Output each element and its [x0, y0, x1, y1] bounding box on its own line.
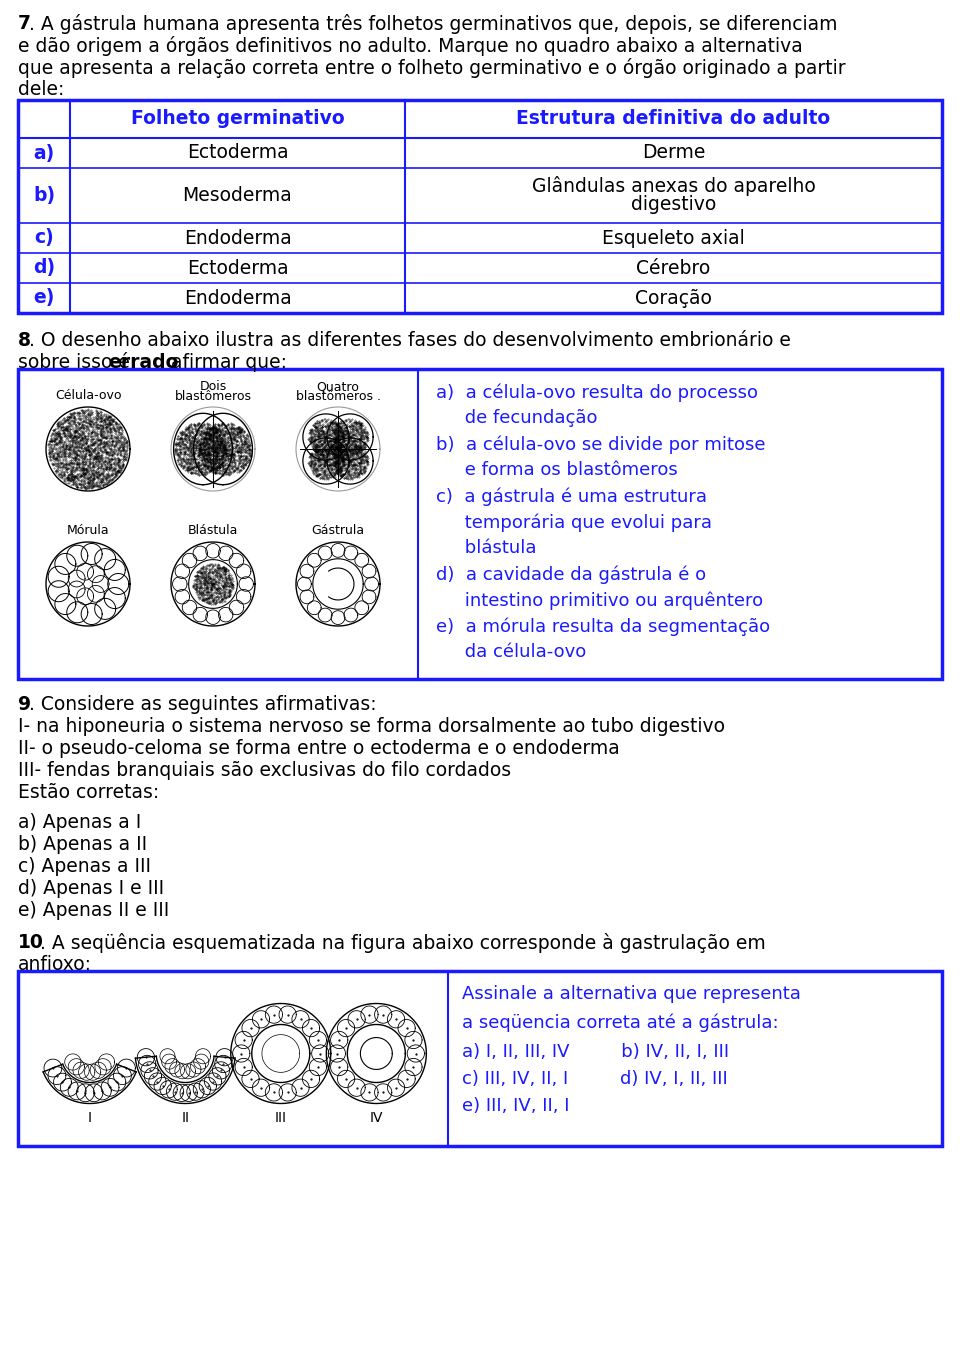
Text: e) Apenas II e III: e) Apenas II e III	[18, 901, 169, 921]
Text: I- na hiponeuria o sistema nervoso se forma dorsalmente ao tubo digestivo: I- na hiponeuria o sistema nervoso se fo…	[18, 718, 725, 735]
Text: Célula-ovo: Célula-ovo	[55, 390, 121, 402]
Text: b)  a célula-ovo se divide por mitose: b) a célula-ovo se divide por mitose	[436, 435, 765, 454]
Text: sobre isso é: sobre isso é	[18, 353, 136, 372]
Text: d) Apenas I e III: d) Apenas I e III	[18, 879, 164, 899]
Text: Derme: Derme	[642, 144, 706, 162]
Text: Quatro: Quatro	[317, 380, 359, 392]
Text: Mórula: Mórula	[66, 524, 109, 536]
Text: e)  a mórula resulta da segmentação: e) a mórula resulta da segmentação	[436, 617, 770, 635]
Text: e forma os blastômeros: e forma os blastômeros	[436, 461, 678, 479]
Text: II- o pseudo-celoma se forma entre o ectoderma e o endoderma: II- o pseudo-celoma se forma entre o ect…	[18, 740, 620, 757]
Text: c) III, IV, II, I         d) IV, I, II, III: c) III, IV, II, I d) IV, I, II, III	[462, 1070, 728, 1088]
Text: Folheto germinativo: Folheto germinativo	[131, 110, 345, 129]
Text: blastômeros: blastômeros	[175, 390, 252, 403]
Text: II: II	[181, 1111, 189, 1125]
Text: Estrutura definitiva do adulto: Estrutura definitiva do adulto	[516, 110, 830, 129]
Text: 7: 7	[18, 14, 31, 33]
Text: b) Apenas a II: b) Apenas a II	[18, 836, 147, 853]
Text: III: III	[275, 1111, 287, 1125]
Text: Mesoderma: Mesoderma	[182, 187, 293, 204]
Text: Esqueleto axial: Esqueleto axial	[602, 229, 745, 247]
Text: d)  a cavidade da gástrula é o: d) a cavidade da gástrula é o	[436, 565, 707, 583]
Text: . A gástrula humana apresenta três folhetos germinativos que, depois, se diferen: . A gástrula humana apresenta três folhe…	[29, 14, 837, 34]
Text: Dois: Dois	[200, 380, 227, 392]
Bar	[18, 369, 942, 679]
Text: Endoderma: Endoderma	[183, 229, 292, 247]
Text: blástula: blástula	[436, 539, 537, 557]
Text: 9: 9	[18, 696, 31, 713]
Text: que apresenta a relação correta entre o folheto germinativo e o órgão originado : que apresenta a relação correta entre o …	[18, 58, 846, 78]
Text: Coração: Coração	[636, 288, 712, 307]
Text: Ectoderma: Ectoderma	[186, 144, 288, 162]
Text: d): d)	[33, 258, 55, 277]
Text: c): c)	[35, 229, 54, 247]
Text: . Considere as seguintes afirmativas:: . Considere as seguintes afirmativas:	[29, 696, 376, 713]
Text: b): b)	[33, 187, 55, 204]
Text: Ectoderma: Ectoderma	[186, 258, 288, 277]
Text: intestino primitivo ou arquêntero: intestino primitivo ou arquêntero	[436, 591, 763, 609]
Text: e): e)	[34, 288, 55, 307]
Text: a)  a célula-ovo resulta do processo: a) a célula-ovo resulta do processo	[436, 383, 758, 402]
Text: . A seqüência esquematizada na figura abaixo corresponde à gastrulação em: . A seqüência esquematizada na figura ab…	[40, 933, 766, 954]
Bar	[18, 100, 942, 313]
Text: Estão corretas:: Estão corretas:	[18, 783, 159, 803]
Text: IV: IV	[370, 1111, 383, 1125]
Text: digestivo: digestivo	[631, 195, 716, 214]
Text: c) Apenas a III: c) Apenas a III	[18, 858, 151, 875]
Text: Gástrula: Gástrula	[311, 524, 365, 536]
Text: Assinale a alternativa que representa: Assinale a alternativa que representa	[462, 985, 801, 1003]
Text: a): a)	[34, 144, 55, 162]
Bar	[18, 971, 942, 1146]
Text: c)  a gástrula é uma estrutura: c) a gástrula é uma estrutura	[436, 487, 707, 505]
Text: blastômeros .: blastômeros .	[296, 390, 380, 403]
Text: Cérebro: Cérebro	[636, 258, 710, 277]
Text: temporária que evolui para: temporária que evolui para	[436, 513, 712, 531]
Text: dele:: dele:	[18, 80, 64, 99]
Text: de fecundação: de fecundação	[436, 409, 597, 427]
Text: I: I	[87, 1111, 91, 1125]
Text: e) III, IV, II, I: e) III, IV, II, I	[462, 1098, 569, 1115]
Text: Endoderma: Endoderma	[183, 288, 292, 307]
Text: a) I, II, III, IV         b) IV, II, I, III: a) I, II, III, IV b) IV, II, I, III	[462, 1043, 730, 1061]
Text: 8: 8	[18, 331, 31, 350]
Text: errado: errado	[108, 353, 179, 372]
Text: . O desenho abaixo ilustra as diferentes fases do desenvolvimento embrionário e: . O desenho abaixo ilustra as diferentes…	[29, 331, 791, 350]
Text: a) Apenas a I: a) Apenas a I	[18, 814, 141, 831]
Text: afirmar que:: afirmar que:	[165, 353, 287, 372]
Text: III- fendas branquiais são exclusivas do filo cordados: III- fendas branquiais são exclusivas do…	[18, 761, 511, 781]
Text: anfioxo:: anfioxo:	[18, 955, 92, 974]
Text: e dão origem a órgãos definitivos no adulto. Marque no quadro abaixo a alternati: e dão origem a órgãos definitivos no adu…	[18, 36, 803, 56]
Text: 10: 10	[18, 933, 44, 952]
Text: Blástula: Blástula	[188, 524, 238, 536]
Text: Glândulas anexas do aparelho: Glândulas anexas do aparelho	[532, 177, 815, 196]
Text: da célula-ovo: da célula-ovo	[436, 643, 587, 661]
Text: a seqüencia correta até a gástrula:: a seqüencia correta até a gástrula:	[462, 1014, 779, 1033]
